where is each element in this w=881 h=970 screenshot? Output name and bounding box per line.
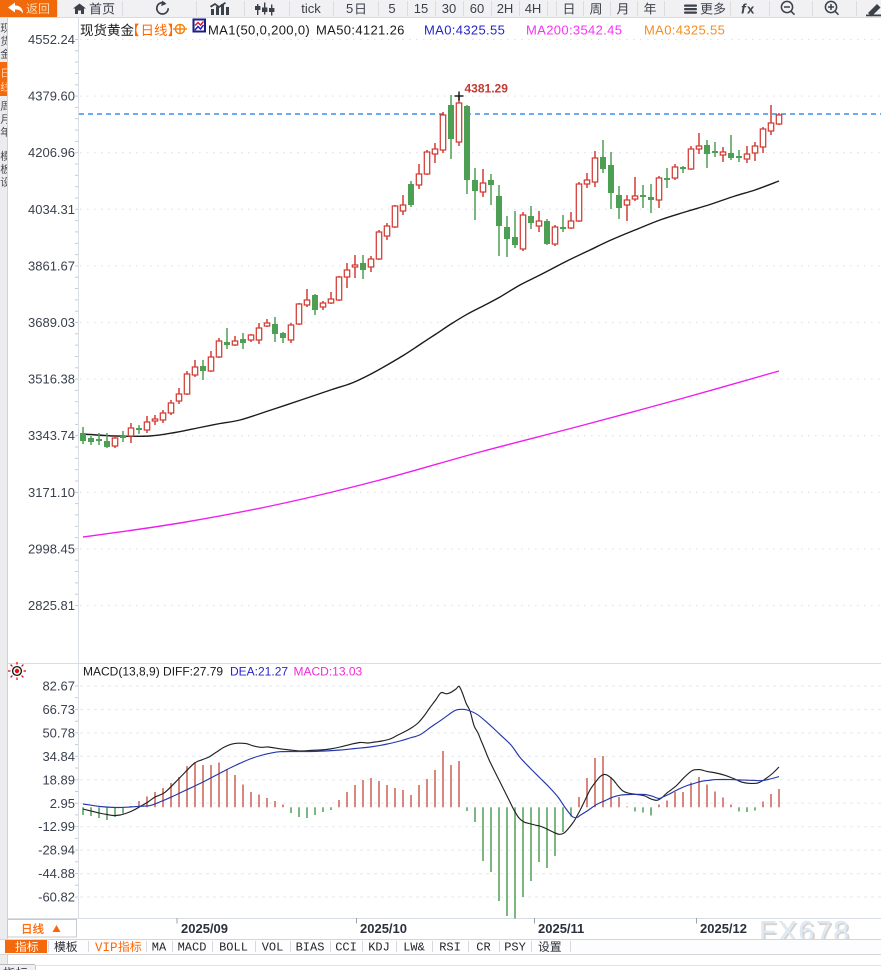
svg-text:2025/09: 2025/09 <box>181 921 228 936</box>
svg-text:PSY: PSY <box>504 941 526 955</box>
svg-text:4H: 4H <box>525 1 542 16</box>
svg-text:f: f <box>741 1 747 17</box>
svg-text:4381.29: 4381.29 <box>465 82 509 96</box>
svg-text:MACD: MACD <box>178 941 207 955</box>
svg-text:-60.82: -60.82 <box>38 890 75 905</box>
svg-text:15: 15 <box>414 1 428 16</box>
svg-text:LW&: LW& <box>403 941 425 955</box>
svg-text:CCI: CCI <box>335 941 357 955</box>
svg-text:3343.74: 3343.74 <box>28 428 75 443</box>
svg-text:2H: 2H <box>497 1 514 16</box>
svg-text:-44.88: -44.88 <box>38 866 75 881</box>
svg-text:4034.31: 4034.31 <box>28 202 75 217</box>
svg-text:BOLL: BOLL <box>219 941 248 955</box>
svg-text:2025/11: 2025/11 <box>538 921 584 936</box>
svg-text:2.95: 2.95 <box>50 796 75 811</box>
svg-text:66.73: 66.73 <box>42 702 75 717</box>
svg-text:MA1(50,0,200,0): MA1(50,0,200,0) <box>208 23 310 38</box>
svg-text:DEA:21.27: DEA:21.27 <box>230 665 288 679</box>
svg-text:2998.45: 2998.45 <box>28 541 75 556</box>
svg-text:34.84: 34.84 <box>42 749 75 764</box>
svg-text:2025/10: 2025/10 <box>360 921 407 936</box>
svg-text:KDJ: KDJ <box>368 941 390 955</box>
svg-text:-12.99: -12.99 <box>38 819 75 834</box>
svg-text:MA50:4121.26: MA50:4121.26 <box>316 23 405 38</box>
svg-text:30: 30 <box>442 1 456 16</box>
svg-text:MA: MA <box>152 941 167 955</box>
svg-text:BIAS: BIAS <box>296 941 325 955</box>
svg-text:4379.60: 4379.60 <box>28 89 75 104</box>
svg-text:MACD(13,8,9) DIFF:27.79: MACD(13,8,9) DIFF:27.79 <box>83 665 223 679</box>
svg-text:MA200:3542.45: MA200:3542.45 <box>526 23 622 38</box>
svg-text:18.89: 18.89 <box>42 772 75 787</box>
svg-text:50.78: 50.78 <box>42 725 75 740</box>
svg-text:82.67: 82.67 <box>42 679 75 694</box>
svg-text:CR: CR <box>476 941 490 955</box>
svg-text:RSI: RSI <box>439 941 461 955</box>
svg-text:tick: tick <box>301 1 321 16</box>
svg-text:MACD:13.03: MACD:13.03 <box>294 665 363 679</box>
svg-text:MA0:4325.55: MA0:4325.55 <box>424 23 505 38</box>
svg-text:VIP: VIP <box>95 941 118 955</box>
svg-text:3171.10: 3171.10 <box>28 485 75 500</box>
svg-text:-28.94: -28.94 <box>38 843 75 858</box>
svg-text:5: 5 <box>388 1 395 16</box>
svg-text:3861.67: 3861.67 <box>28 258 75 273</box>
svg-text:VOL: VOL <box>262 941 284 955</box>
svg-text:4206.96: 4206.96 <box>28 145 75 160</box>
svg-text:3516.38: 3516.38 <box>28 372 75 387</box>
svg-text:4552.24: 4552.24 <box>28 32 75 47</box>
svg-text:x: x <box>747 2 755 17</box>
svg-text:MA0:4325.55: MA0:4325.55 <box>644 23 725 38</box>
svg-text:60: 60 <box>470 1 484 16</box>
svg-text:2825.81: 2825.81 <box>28 598 75 613</box>
svg-text:2025/12: 2025/12 <box>700 921 747 936</box>
svg-text:5: 5 <box>346 1 353 16</box>
svg-text:3689.03: 3689.03 <box>28 315 75 330</box>
